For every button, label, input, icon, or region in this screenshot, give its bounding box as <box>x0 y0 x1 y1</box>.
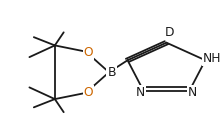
Text: D: D <box>165 26 174 39</box>
Text: N: N <box>136 86 145 99</box>
Text: B: B <box>107 66 116 79</box>
Text: N: N <box>188 86 197 99</box>
Text: O: O <box>84 46 93 59</box>
Text: O: O <box>84 86 93 99</box>
Text: NH: NH <box>203 52 221 65</box>
